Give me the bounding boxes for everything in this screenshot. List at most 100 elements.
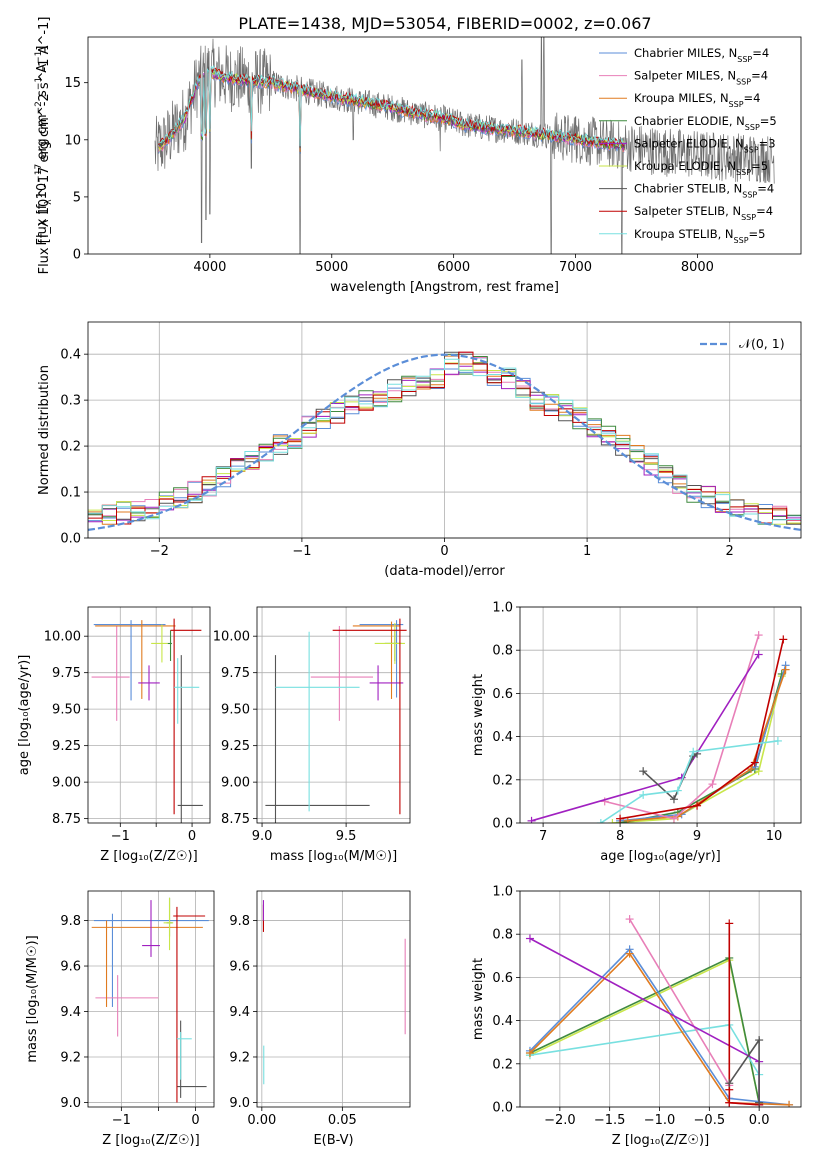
y-tick-label: 0.2 xyxy=(492,1057,513,1072)
series-line xyxy=(604,634,760,820)
axes-frame xyxy=(87,36,802,255)
x-axis-label: E(B-V) xyxy=(313,1133,353,1148)
y-tick-label: 9.6 xyxy=(60,960,81,975)
errorbar-point xyxy=(138,665,160,701)
y-tick-label: 0 xyxy=(73,248,81,263)
x-tick-label: 7 xyxy=(539,829,547,844)
legend-label: Chabrier STELIB, NSSP=4 xyxy=(634,182,774,200)
x-tick-label: 0.05 xyxy=(328,1113,357,1128)
y-tick-label: 9.4 xyxy=(229,1005,250,1020)
weight-series-kroupa-stelib xyxy=(596,736,782,823)
series-line xyxy=(529,958,760,1103)
series-line xyxy=(612,675,783,823)
x-tick-label: 6000 xyxy=(437,260,470,275)
y-tick-label: 1.0 xyxy=(492,885,513,900)
y-tick-label: 9.6 xyxy=(229,960,250,975)
axes-frame xyxy=(87,606,211,824)
x-tick-label: −1 xyxy=(111,829,130,844)
y-tick-label: 9.75 xyxy=(52,666,81,681)
y-tick-label: 9.0 xyxy=(229,1096,250,1111)
errorbar-point xyxy=(177,655,203,823)
x-tick-label: 9.5 xyxy=(336,829,357,844)
plot-area-residuals xyxy=(88,351,801,531)
weight-series-chabrier-stelib xyxy=(725,1036,764,1107)
errorbar-point xyxy=(265,655,370,823)
plot-area-mass_vs_Z xyxy=(91,897,209,1103)
x-tick-label: 8000 xyxy=(681,260,714,275)
normal-curve xyxy=(88,353,801,531)
errorbar-point xyxy=(93,620,166,701)
y-tick-label: 0.4 xyxy=(492,730,513,745)
axes-frame xyxy=(519,890,802,1108)
errorbar-point xyxy=(176,1020,207,1098)
y-tick-label: 10.00 xyxy=(44,630,81,645)
x-tick-label: 0 xyxy=(440,544,448,559)
y-tick-label: 9.00 xyxy=(52,776,81,791)
histogram-salpeter-stelib xyxy=(88,351,801,525)
axes-frame xyxy=(519,606,802,824)
y-tick-label: 9.25 xyxy=(221,739,250,754)
plot-area-spectrum xyxy=(154,37,775,254)
y-tick-label: 0.1 xyxy=(60,486,81,501)
model-spectrum-kroupa-stelib xyxy=(158,64,625,148)
legend-label: Kroupa ELODIE, NSSP=5 xyxy=(634,159,768,177)
plot-area-weight_vs_Z xyxy=(525,915,794,1107)
y-tick-label: 15 xyxy=(64,76,81,91)
y-tick-label: 0.2 xyxy=(492,773,513,788)
x-tick-label: 0.0 xyxy=(749,1113,770,1128)
spectrum-y-axis-label: Flux [fλ10−17 erg cm−2 s−1 A−1] xyxy=(34,46,54,246)
x-tick-label: 2 xyxy=(726,544,734,559)
plot-area-weight_vs_age xyxy=(527,631,790,823)
figure-title: PLATE=1438, MJD=53054, FIBERID=0002, z=0… xyxy=(238,14,651,33)
weight-series-kroupa-elodie xyxy=(525,956,764,1107)
y-tick-label: 0.8 xyxy=(492,928,513,943)
y-tick-label: 9.4 xyxy=(60,1005,81,1020)
x-tick-label: −1 xyxy=(112,1113,131,1128)
panel-weight_vs_Z: −2.0 −1.5 −1.0 −0.5 0.0 0.0 0.2 0.4 0.6 0.8 1.0 Z [… xyxy=(471,885,802,1148)
errorbar-point xyxy=(310,625,374,721)
legend-label: Chabrier ELODIE, NSSP=5 xyxy=(634,114,777,132)
y-tick-label: 0.3 xyxy=(60,394,81,409)
x-tick-label: −1.0 xyxy=(644,1113,676,1128)
x-tick-label: 9 xyxy=(693,829,701,844)
x-axis-label: mass [log₁₀(M/M☉)] xyxy=(270,849,397,864)
y-tick-label: 9.2 xyxy=(60,1050,81,1065)
axes-frame xyxy=(256,890,411,1108)
x-tick-label: 1 xyxy=(583,544,591,559)
errorbar-point xyxy=(95,975,159,1037)
y-tick-label: 9.8 xyxy=(229,914,250,929)
y-tick-label: 0.0 xyxy=(60,532,81,547)
panel-age_vs_Z: −1 0 8.75 9.00 9.25 9.50 9.75 10.00 Z [log₁₀(Z/Z… xyxy=(17,606,211,864)
series-line xyxy=(529,956,760,1103)
errorbar-point xyxy=(151,624,168,663)
y-tick-label: 9.25 xyxy=(52,739,81,754)
x-axis-label: age [log₁₀(age/yr)] xyxy=(600,849,721,864)
y-tick-label: 0.4 xyxy=(492,1014,513,1029)
series-line xyxy=(728,923,760,1106)
x-tick-label: 0 xyxy=(188,829,196,844)
weight-series-kroupa-stelib xyxy=(525,1020,764,1079)
x-tick-label: 7000 xyxy=(559,260,592,275)
x-axis-label: wavelength [Angstrom, rest frame] xyxy=(330,280,559,295)
errorbar-point xyxy=(91,920,203,1007)
weight-series-salpeter-miles xyxy=(600,631,763,823)
errorbar-point xyxy=(359,620,404,698)
y-tick-label: 0.0 xyxy=(492,1101,513,1116)
errorbar-point xyxy=(176,1031,192,1080)
panel-mass_vs_Z: −1 0 9.0 9.2 9.4 9.6 9.8 Z [log₁₀(Z/Z☉)] mass [l… xyxy=(25,890,215,1148)
errorbar-point xyxy=(167,630,172,661)
legend-label: Kroupa MILES, NSSP=4 xyxy=(634,91,760,109)
panel-spectrum: 4000 5000 6000 7000 8000 0 5 10 15 wavelength [An… xyxy=(34,17,802,295)
x-tick-label: −1.5 xyxy=(594,1113,626,1128)
legend-label: Kroupa STELIB, NSSP=5 xyxy=(634,227,765,245)
legend-label: Salpeter ELODIE, NSSP=3 xyxy=(634,136,776,154)
errorbar-point xyxy=(369,665,404,701)
x-tick-label: 9.0 xyxy=(252,829,273,844)
x-axis-label: Z [log₁₀(Z/Z☉)] xyxy=(100,849,197,864)
x-tick-label: 5000 xyxy=(315,260,348,275)
axes-frame xyxy=(256,606,411,824)
errorbar-point xyxy=(91,625,130,721)
y-axis-label: Normed distribution xyxy=(37,365,52,495)
x-tick-label: −1 xyxy=(292,544,311,559)
y-tick-label: 9.75 xyxy=(221,666,250,681)
